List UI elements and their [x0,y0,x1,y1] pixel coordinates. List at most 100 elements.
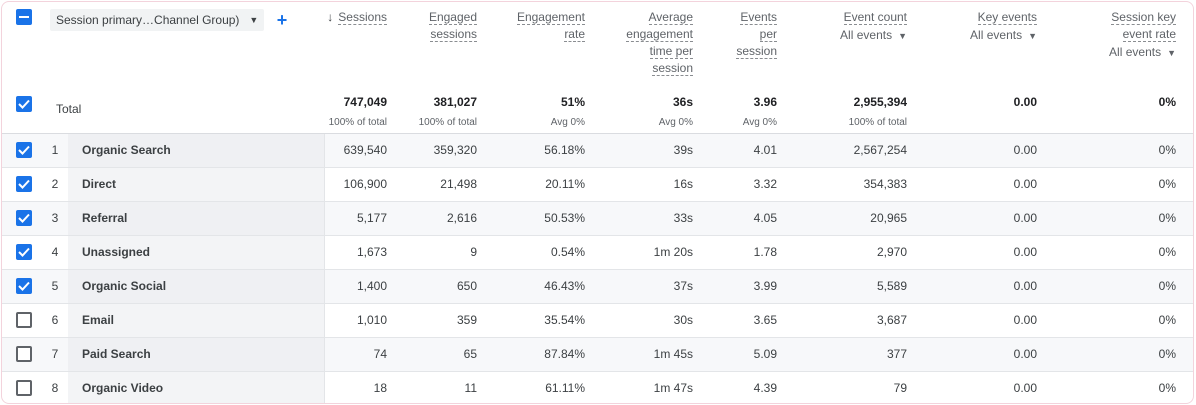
cell-event-count: 377 [796,336,926,371]
cell-key-events: 0.00 [926,268,1056,303]
total-sessions: 747,049 100% of total [324,90,406,134]
cell-key-events: 0.00 [926,166,1056,201]
header-sessions-label: Sessions [338,10,387,25]
row-checkbox[interactable] [16,278,32,294]
session-key-filter[interactable]: All events ▼ [1109,45,1176,59]
cell-event-count: 354,383 [796,166,926,201]
checkmark-icon [18,145,30,155]
cell-avg: 39s [604,132,712,167]
column-header-engagement-rate[interactable]: Engagement rate [496,2,604,90]
header-engaged-line1: Engaged [428,10,477,25]
row-checkbox-cell [2,268,42,303]
cell-sessions: 1,010 [324,302,406,337]
cell-events-per: 3.32 [712,166,796,201]
table-row[interactable]: 3 Referral 5,177 2,616 50.53% 33s 4.05 20,965 0.… [2,200,1193,235]
table-row[interactable]: 7 Paid Search 74 65 87.84% 1m 45s 5.09 377 0.00 0… [2,336,1193,371]
dimension-selector[interactable]: Session primary…Channel Group) ▼ [50,9,265,31]
total-session-key: 0% [1056,90,1193,134]
cell-events-per: 4.39 [712,370,796,403]
cell-avg: 1m 45s [604,336,712,371]
header-events-per-line2: per [759,27,777,42]
checkmark-icon [18,247,30,257]
table-row[interactable]: 8 Organic Video 18 11 61.11% 1m 47s 4.39 79 0.00… [2,370,1193,403]
cell-events-per: 3.99 [712,268,796,303]
dimension-selector-label: Session primary…Channel Group) [56,13,240,27]
header-avg-line4: session [652,61,693,76]
row-checkbox[interactable] [16,346,32,362]
row-index: 5 [42,268,68,303]
column-header-key-events[interactable]: Key events All events ▼ [926,2,1056,90]
select-all-checkbox[interactable] [16,9,32,25]
total-key-events: 0.00 [926,90,1056,134]
table-row[interactable]: 2 Direct 106,900 21,498 20.11% 16s 3.32 354,383… [2,166,1193,201]
column-header-session-key-event-rate[interactable]: Session key event rate All events ▼ [1056,2,1193,90]
event-count-filter[interactable]: All events ▼ [840,28,907,42]
totals-label-cell: Total [42,90,324,134]
event-count-filter-label: All events [840,28,893,42]
cell-sessions: 639,540 [324,132,406,167]
cell-rate: 35.54% [496,302,604,337]
cell-events-per: 4.01 [712,132,796,167]
row-checkbox[interactable] [16,210,32,226]
row-index: 7 [42,336,68,371]
total-events-per: 3.96 Avg 0% [712,90,796,134]
header-session-key-line1: Session key [1111,10,1176,25]
session-key-filter-label: All events [1109,45,1162,59]
column-header-avg-engagement-time[interactable]: Average engagement time per session [604,2,712,90]
caret-down-icon: ▼ [1028,31,1037,41]
row-index: 6 [42,302,68,337]
header-events-per-line3: session [736,44,777,59]
row-index: 4 [42,234,68,269]
cell-sessions: 18 [324,370,406,403]
add-dimension-button[interactable]: + [276,9,288,30]
row-index: 8 [42,370,68,403]
table-row[interactable]: 5 Organic Social 1,400 650 46.43% 37s 3.99 5,58… [2,268,1193,303]
total-event-count-sub: 100% of total [848,117,907,128]
column-header-event-count[interactable]: Event count All events ▼ [796,2,926,90]
row-checkbox[interactable] [16,380,32,397]
header-rate-line2: rate [564,27,585,42]
table-row[interactable]: 6 Email 1,010 359 35.54% 30s 3.65 3,687 0.00 0% [2,302,1193,337]
cell-avg: 37s [604,268,712,303]
cell-key-events: 0.00 [926,200,1056,235]
row-checkbox[interactable] [16,244,32,260]
header-avg-line3: time per [649,44,693,59]
cell-engaged: 11 [406,370,496,403]
caret-down-icon: ▼ [898,31,907,41]
row-checkbox[interactable] [16,176,32,192]
checkmark-icon [18,99,30,109]
table-row[interactable]: 4 Unassigned 1,673 9 0.54% 1m 20s 1.78 2,970 0.0… [2,234,1193,269]
column-header-events-per-session[interactable]: Events per session [712,2,796,90]
cell-rate: 87.84% [496,336,604,371]
key-events-filter[interactable]: All events ▼ [970,28,1037,42]
total-sessions-value: 747,049 [343,95,387,109]
header-events-per-line1: Events [740,10,777,25]
cell-event-count: 5,589 [796,268,926,303]
select-all-cell [2,2,42,90]
cell-sessions: 74 [324,336,406,371]
channel-name: Organic Video [68,370,325,403]
total-events-per-value: 3.96 [753,95,777,109]
total-avg-sub: Avg 0% [658,117,693,128]
table-row[interactable]: 1 Organic Search 639,540 359,320 56.18% 39s 4.… [2,132,1193,167]
total-sessions-sub: 100% of total [328,117,387,128]
cell-avg: 1m 20s [604,234,712,269]
channel-name: Email [68,302,325,337]
totals-row: Total 747,049 100% of total 381,027 100% o… [2,90,1193,134]
cell-event-count: 2,970 [796,234,926,269]
total-event-count: 2,955,394 100% of total [796,90,926,134]
cell-key-events: 0.00 [926,302,1056,337]
cell-session-key: 0% [1056,302,1193,337]
row-checkbox[interactable] [16,312,32,328]
row-checkbox[interactable] [16,142,32,158]
column-header-sessions[interactable]: ↓ Sessions [324,2,406,90]
cell-rate: 50.53% [496,200,604,235]
dimension-header: Session primary…Channel Group) ▼ + [42,2,324,90]
column-header-engaged-sessions[interactable]: Engaged sessions [406,2,496,90]
totals-checkbox[interactable] [16,96,32,112]
cell-key-events: 0.00 [926,234,1056,269]
total-engaged-sub: 100% of total [418,117,477,128]
channel-name: Paid Search [68,336,325,371]
row-index: 2 [42,166,68,201]
